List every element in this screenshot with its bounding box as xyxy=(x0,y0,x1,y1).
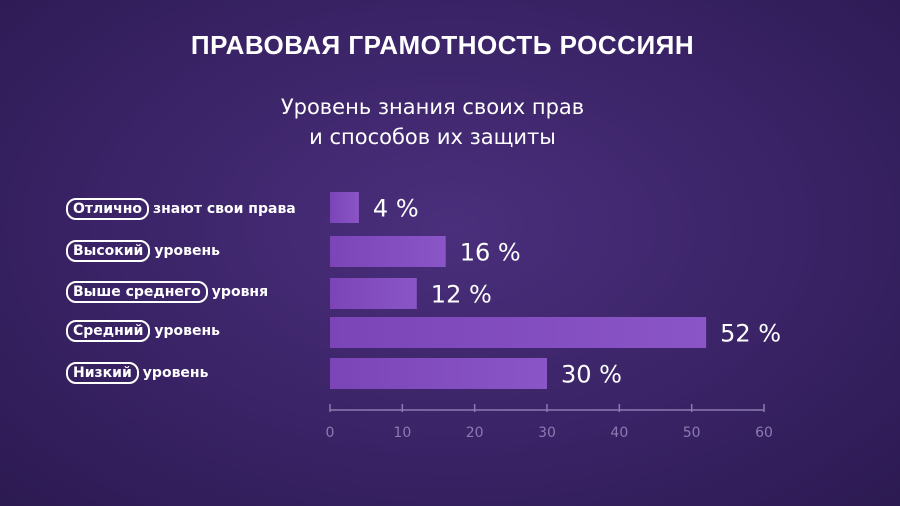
chart-subtitle: Уровень знания своих прав и способов их … xyxy=(0,92,865,152)
category-label-4: Низкий уровень xyxy=(66,359,208,387)
category-pill-1: Высокий xyxy=(66,240,151,262)
chart-title: ПРАВОВАЯ ГРАМОТНОСТЬ РОССИЯН xyxy=(190,30,695,60)
category-label-3: Средний уровень xyxy=(66,317,220,345)
bar-0 xyxy=(330,192,359,223)
x-tick-label-4: 40 xyxy=(610,425,628,441)
category-label-1: Высокий уровень xyxy=(66,237,220,265)
bar-3 xyxy=(330,317,707,348)
x-tick-label-3: 30 xyxy=(538,425,556,441)
bar-1 xyxy=(330,236,446,267)
category-pill-2: Выше среднего xyxy=(66,281,208,303)
bar-2 xyxy=(330,278,417,309)
value-label-1: 16 % xyxy=(460,239,521,267)
category-text-1: уровень xyxy=(154,243,221,259)
category-pill-3: Средний xyxy=(66,320,151,342)
subtitle-line-2: и способов их защиты xyxy=(309,125,556,149)
x-tick-label-5: 50 xyxy=(683,425,701,441)
bar-4 xyxy=(330,358,547,389)
category-label-0: Отлично знают свои права xyxy=(66,195,296,223)
value-label-3: 52 % xyxy=(720,320,781,348)
category-pill-0: Отлично xyxy=(66,198,149,220)
category-pill-4: Низкий xyxy=(66,362,139,384)
category-text-3: уровень xyxy=(154,323,221,339)
x-tick-label-1: 10 xyxy=(393,425,411,441)
value-label-2: 12 % xyxy=(431,281,492,309)
subtitle-line-1: Уровень знания своих прав xyxy=(280,95,585,119)
x-tick-label-6: 60 xyxy=(755,425,773,441)
value-label-0: 4 % xyxy=(373,195,419,223)
x-tick-label-2: 20 xyxy=(466,425,484,441)
category-text-0: знают свои права xyxy=(152,201,296,217)
category-label-2: Выше среднего уровня xyxy=(66,278,268,306)
category-text-4: уровень xyxy=(142,365,209,381)
x-tick-label-0: 0 xyxy=(326,425,335,441)
value-label-4: 30 % xyxy=(561,361,622,389)
category-text-2: уровня xyxy=(211,284,269,300)
